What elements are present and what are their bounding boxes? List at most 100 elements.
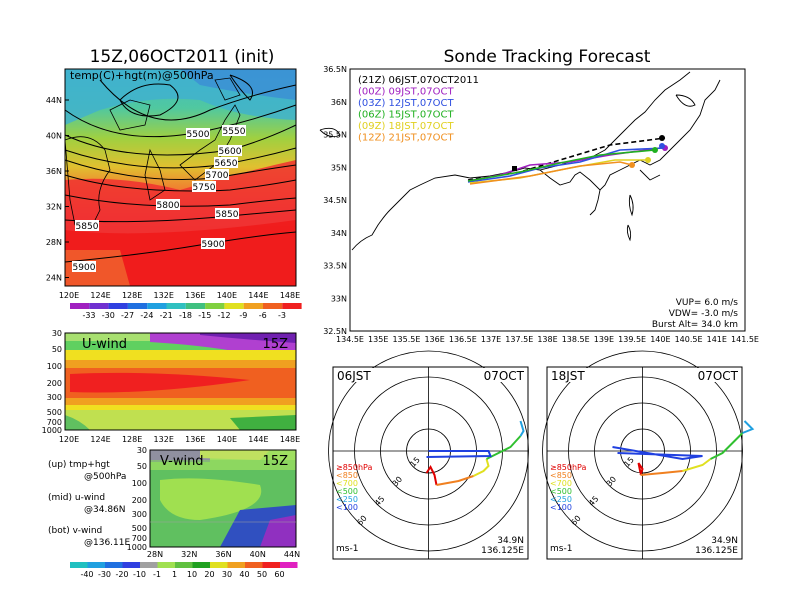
colorbar-label: -6 (259, 311, 267, 320)
colorbar-swatch (122, 562, 140, 568)
colorbar-swatch (192, 562, 210, 568)
axis-tick-label: 136E (185, 435, 205, 444)
colorbar-label: -33 (82, 311, 95, 320)
colorbar-label: -15 (198, 311, 211, 320)
hodograph-segment (612, 446, 703, 461)
polar-date: 07OCT (484, 369, 525, 383)
pressure-tick-label: 1000 (42, 426, 62, 435)
colorbar-label: 10 (187, 570, 197, 579)
vwind-panel: V-wind 15Z (149, 449, 297, 548)
level-legend: ≥850hPa (336, 463, 373, 472)
svg-text:5900: 5900 (202, 240, 225, 250)
colorbar-swatch (262, 562, 280, 568)
run-legend: (21Z) 06JST,07OCT2011(00Z) 09JST,07OCT(0… (358, 75, 479, 144)
svg-text:15Z: 15Z (263, 454, 289, 469)
colorbar-label: -10 (133, 570, 146, 579)
lon-tick-label: 141.5E (731, 335, 759, 344)
lat-tick-label: 34N (331, 229, 347, 238)
colorbar-label: -30 (102, 311, 115, 320)
colorbar-label: 60 (274, 570, 284, 579)
axis-tick-label: 128E (122, 291, 142, 300)
axis-tick-label: 148E (280, 435, 300, 444)
colorbar-swatch (127, 303, 148, 309)
axis-tick-label: 144E (248, 291, 268, 300)
colorbar-label: -12 (218, 311, 231, 320)
lon-tick-label: 140E (650, 335, 670, 344)
colorbar-swatch (280, 562, 298, 568)
colorbar-label: -40 (80, 570, 93, 579)
colorbar-swatch (157, 562, 175, 568)
lon-tick-label: 141E (707, 335, 727, 344)
polar-time: 18JST (551, 369, 585, 383)
run-legend-entry: (12Z) 21JST,07OCT (358, 133, 454, 144)
pressure-tick-label: 30 (52, 329, 62, 338)
lon-tick-label: 135.5E (392, 335, 420, 344)
lat-tick-label: 32N (46, 203, 62, 212)
hodograph-segment (519, 420, 525, 437)
axis-tick-label: 140E (217, 291, 237, 300)
svg-text:@500hPa: @500hPa (84, 472, 126, 482)
polar-lat: 34.9N (497, 536, 524, 546)
svg-text:@34.86N: @34.86N (84, 505, 126, 515)
right-title: Sonde Tracking Forecast (444, 47, 651, 67)
pressure-tick-label: 1000 (127, 543, 147, 552)
axis-tick-label: 40N (250, 550, 266, 559)
run-legend-entry: (09Z) 18JST,07OCT (358, 121, 454, 132)
pressure-tick-label: 200 (132, 496, 147, 505)
hodograph-segment (710, 432, 744, 460)
pressure-tick-label: 100 (132, 479, 147, 488)
colorbar-label: -1 (153, 570, 161, 579)
svg-text:5500: 5500 (187, 130, 210, 140)
level-legend: <700 (336, 479, 358, 488)
colorbar-swatch (108, 303, 128, 309)
colorbar-swatch (205, 303, 225, 309)
colorbar-swatch (210, 562, 228, 568)
map-label: temp(C)+hgt(m)@500hPa (70, 69, 214, 82)
pressure-tick-label: 50 (137, 462, 147, 471)
colorbar-label: 20 (204, 570, 214, 579)
temp-height-map: 5500 5550 5600 5650 5700 5750 5800 5850 … (64, 68, 297, 287)
colorbar-label: -21 (160, 311, 173, 320)
svg-text:5850: 5850 (76, 222, 99, 232)
track-lat-ticks: 36.5N 36N 35.5N 35N 34.5N 34N 33.5N 33N 32.5N (323, 65, 347, 336)
colorbar-label: -27 (121, 311, 134, 320)
lat-tick-label: 40N (46, 132, 62, 141)
left-title: 15Z,06OCT2011 (init) (90, 47, 275, 67)
polar-date: 07OCT (698, 369, 739, 383)
lat-tick-label: 33N (331, 294, 347, 303)
colorbar-swatch (70, 303, 90, 309)
pressure-tick-label: 300 (47, 393, 62, 402)
axis-tick-label: 140E (217, 435, 237, 444)
hodograph-segment (742, 420, 755, 434)
lat-tick-label: 36N (331, 98, 347, 107)
lon-tick-label: 138E (537, 335, 557, 344)
axis-tick-label: 32N (181, 550, 197, 559)
hodograph-segment (425, 465, 438, 486)
run-legend-entry: (03Z) 12JST,07OCT (358, 98, 454, 109)
colorbar-label: -18 (179, 311, 192, 320)
colorbar-swatch (140, 562, 158, 568)
hodograph-segment (637, 462, 644, 476)
lon-tick-label: 139.5E (618, 335, 646, 344)
pressure-tick-label: 700 (132, 534, 147, 543)
svg-text:@136.11E: @136.11E (84, 538, 130, 548)
svg-text:15Z: 15Z (263, 337, 289, 352)
pressure-tick-label: 500 (47, 408, 62, 417)
lat-tick-label: 35.5N (323, 131, 347, 140)
lon-tick-label: 139E (594, 335, 614, 344)
svg-text:VDW= -3.0 m/s: VDW= -3.0 m/s (669, 309, 739, 319)
polar-lon: 136.125E (695, 546, 738, 556)
wind-colorbar: -40 -30 -20 -10 -1 1 10 20 30 40 50 60 (70, 562, 298, 579)
colorbar-swatch (227, 562, 245, 568)
svg-text:5650: 5650 (215, 159, 238, 169)
colorbar-swatch (185, 303, 206, 309)
uwind-lon-ticks: 120E 124E 128E 132E 136E 140E 144E 148E (59, 435, 300, 444)
axis-tick-label: 28N (147, 550, 163, 559)
svg-text:5850: 5850 (216, 210, 239, 220)
svg-text:V-wind: V-wind (160, 454, 204, 469)
svg-text:5600: 5600 (219, 147, 242, 157)
